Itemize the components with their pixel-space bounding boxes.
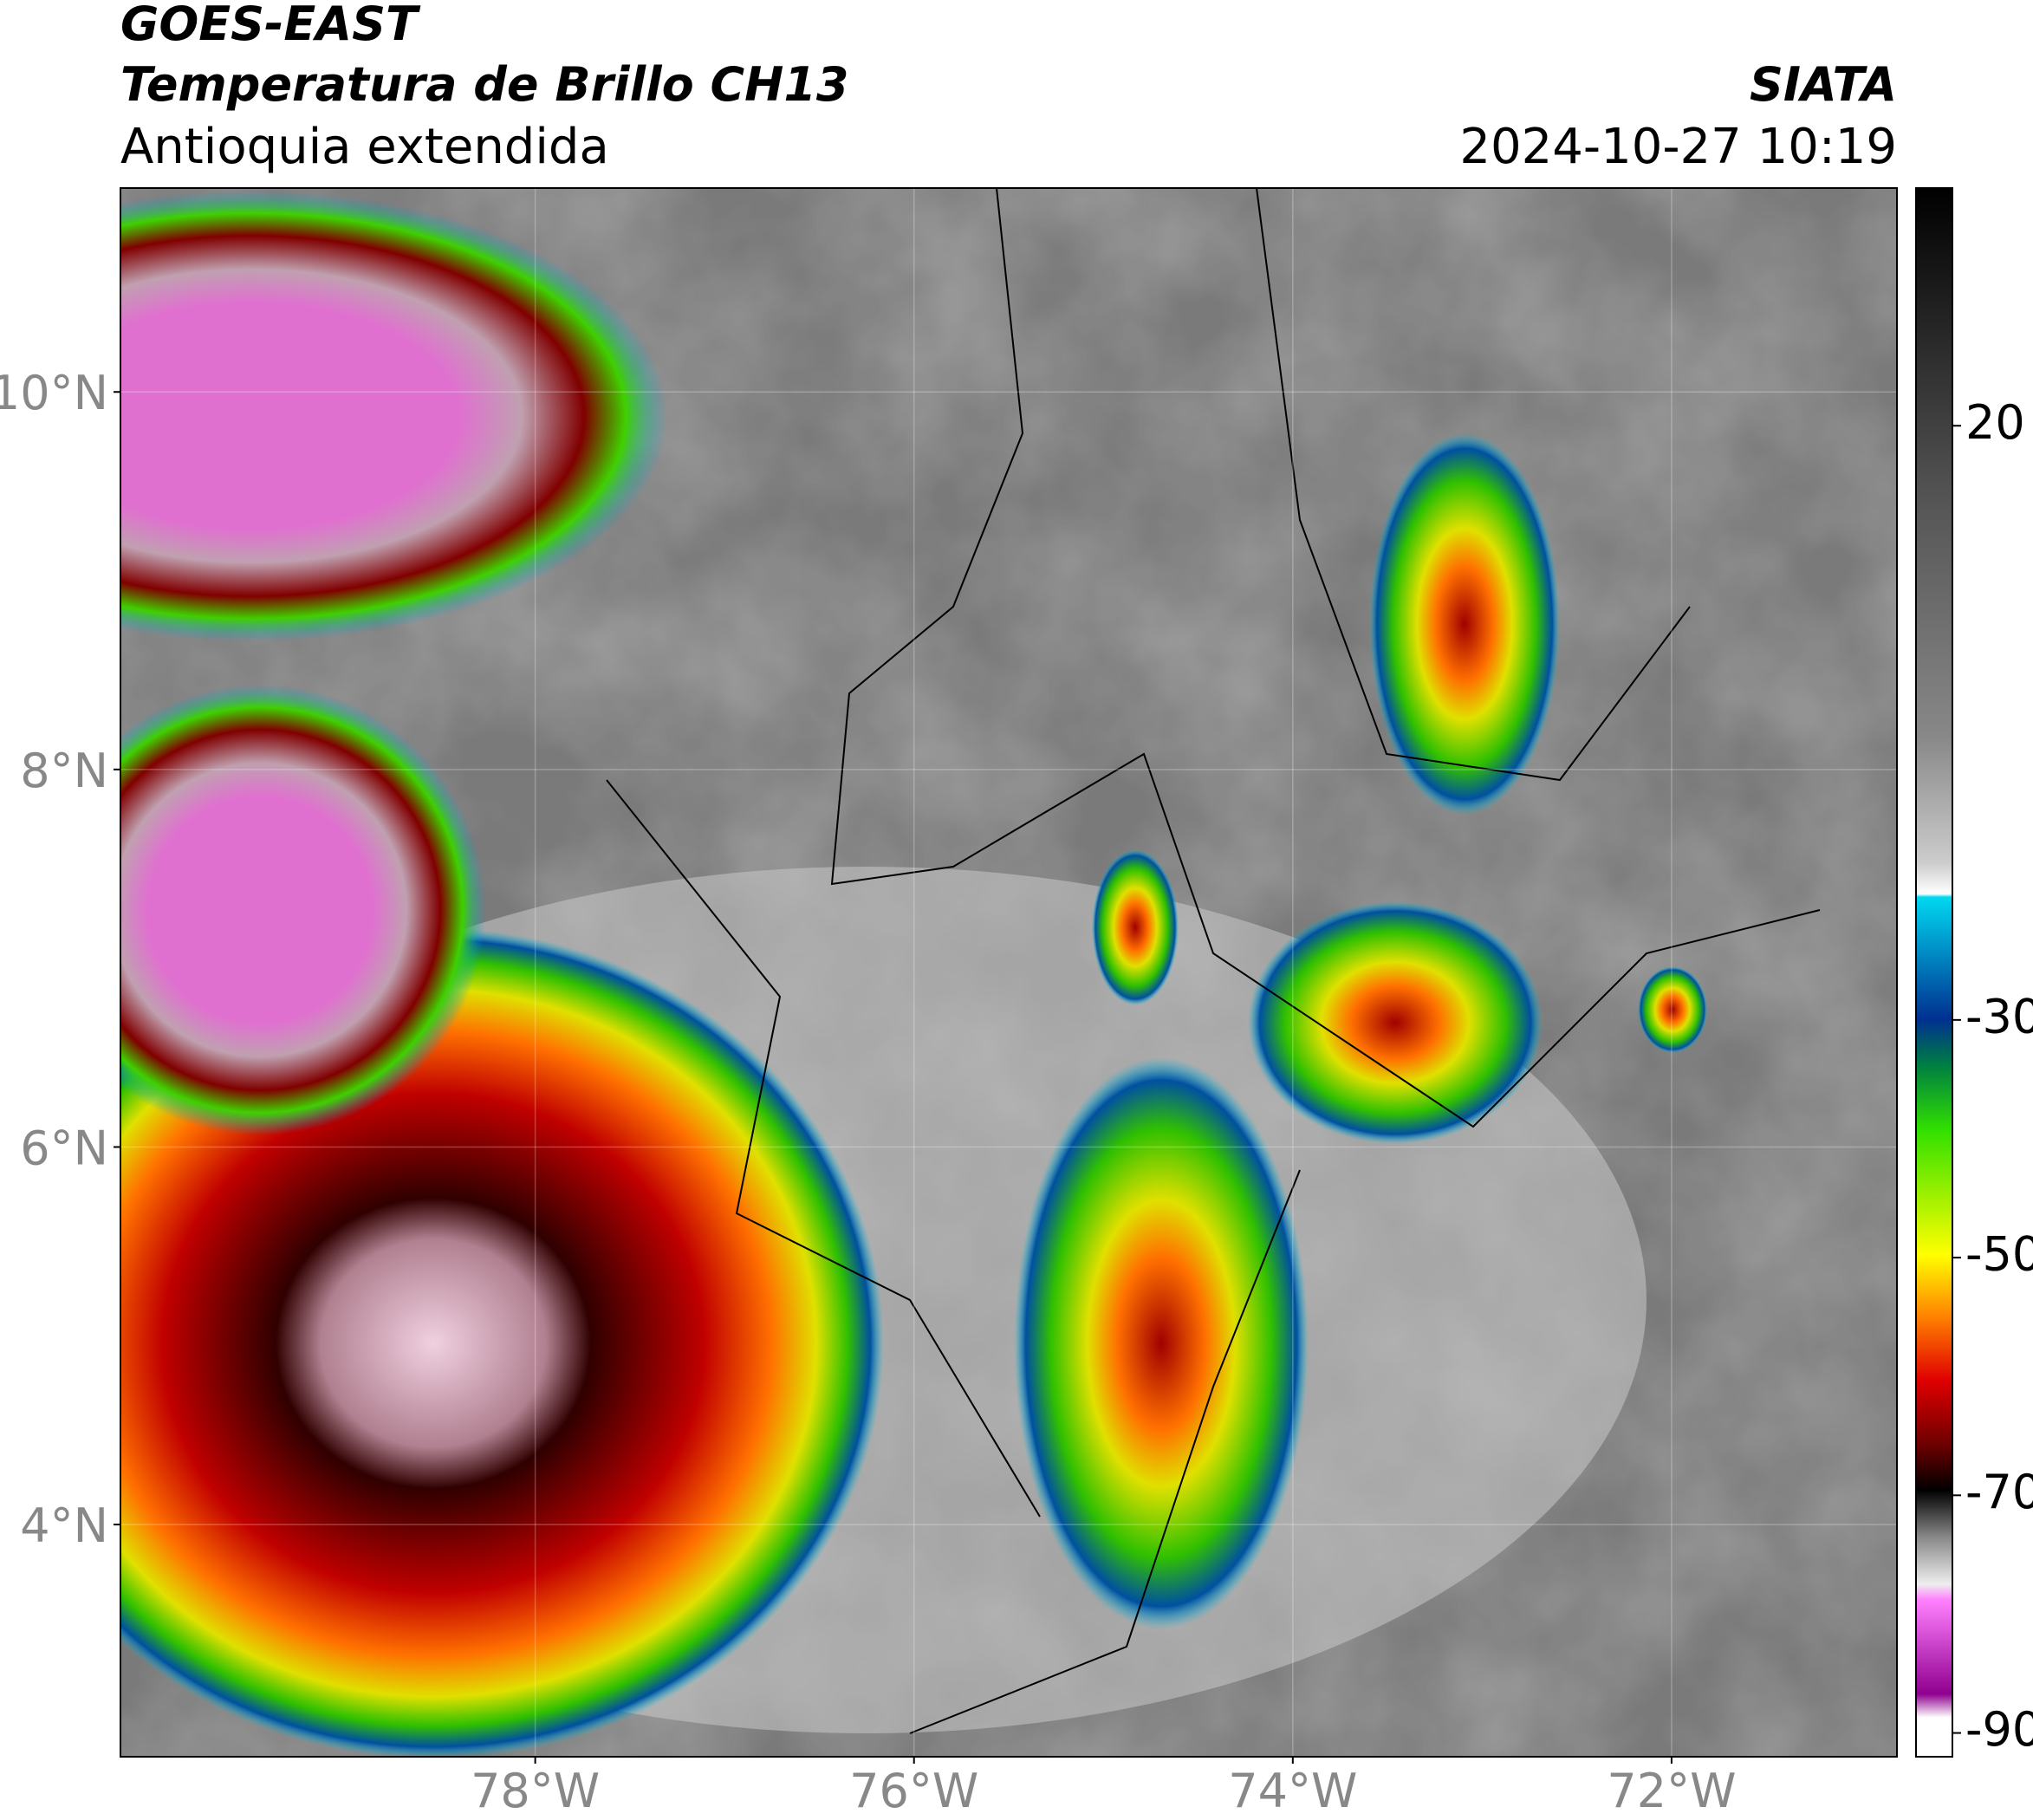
satellite-image [120,188,1897,1757]
agency: SIATA [1750,57,1897,112]
x-tick-label: 76°W [849,1764,978,1818]
colorbar [1915,187,1953,1758]
product: Temperatura de Brillo CH13 [120,57,849,112]
datetime: 2024-10-27 10:19 [1459,119,1897,175]
graticule [120,188,1897,1757]
colorbar-tick-label: -30 [1965,989,2033,1043]
colorbar-tick-label: 20 [1965,395,2025,450]
y-tick-label: 10°N [0,366,108,420]
region: Antioquia extendida [120,119,609,175]
colorbar-tick-label: -70 [1965,1465,2033,1519]
x-tick-label: 74°W [1228,1764,1357,1818]
y-tick-label: 4°N [20,1498,108,1553]
colorbar-tick-label: -90 [1965,1702,2033,1757]
map-frame [120,187,1898,1758]
x-tick-label: 78°W [471,1764,600,1818]
colorbar-tick-label: -50 [1965,1227,2033,1282]
y-tick-label: 6°N [20,1121,108,1175]
satellite: GOES-EAST [120,0,421,51]
y-tick-label: 8°N [20,744,108,798]
x-tick-label: 72°W [1607,1764,1736,1818]
